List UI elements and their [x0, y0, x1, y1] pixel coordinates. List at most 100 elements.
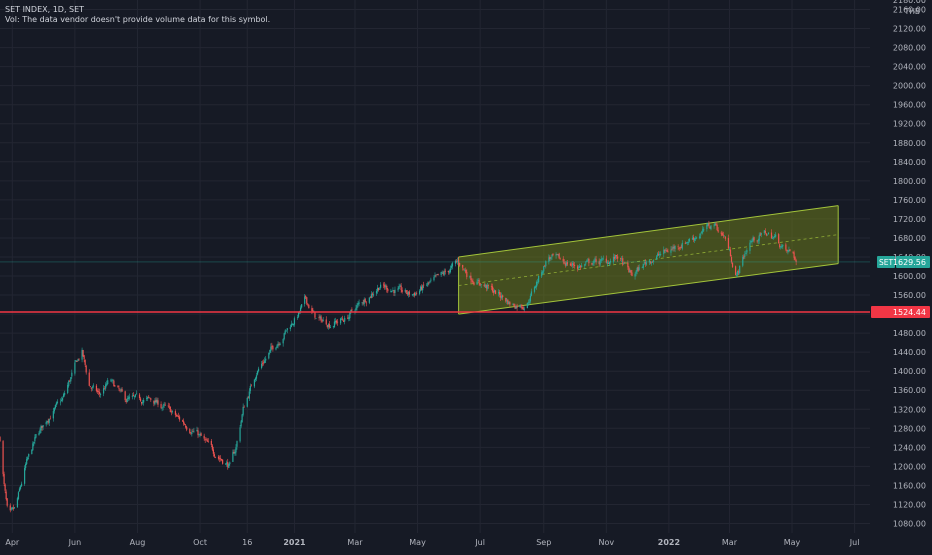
candle-body	[556, 254, 558, 255]
candle-body	[608, 262, 611, 265]
candle-body	[248, 391, 250, 399]
candle-body	[191, 431, 193, 434]
candle-body	[521, 306, 523, 308]
candle-body	[307, 303, 309, 305]
candle-body	[487, 284, 489, 286]
candle-body	[243, 406, 245, 408]
candle-body	[27, 457, 29, 460]
candle-body	[271, 345, 273, 347]
candle-body	[206, 439, 208, 442]
candle-body	[463, 268, 465, 270]
candle-body	[354, 310, 356, 312]
candle-body	[394, 289, 396, 293]
candle-body	[507, 299, 509, 305]
candle-body	[31, 449, 33, 455]
candle-body	[656, 256, 658, 260]
channel-midline	[458, 234, 839, 286]
candle-body	[335, 320, 338, 323]
candle-body	[775, 234, 777, 237]
candle-body	[275, 347, 277, 350]
y-tick-label: 1160.00	[893, 481, 926, 490]
candle-body	[227, 461, 229, 468]
candle-body	[516, 305, 518, 308]
candle-body	[659, 254, 661, 256]
candle-body	[404, 289, 406, 292]
candle-body	[788, 249, 790, 252]
candle-body	[268, 352, 270, 359]
candle-body	[469, 276, 471, 278]
candle-body	[408, 291, 410, 295]
candle-body	[658, 254, 660, 255]
candle-body	[361, 302, 363, 304]
candle-body	[205, 439, 207, 441]
candle-body	[584, 264, 586, 266]
symbol-badge-label: SET	[879, 258, 893, 267]
candle-body	[114, 385, 116, 387]
candle-body	[2, 441, 4, 474]
candle-body	[16, 498, 19, 508]
candle-body	[344, 317, 346, 322]
candle-body	[641, 267, 643, 269]
candle-body	[178, 416, 181, 420]
candle-body	[69, 380, 71, 382]
candle-body	[32, 443, 34, 451]
candle-body	[739, 265, 741, 274]
candle-body	[685, 242, 687, 244]
candle-body	[256, 370, 259, 375]
candle-body	[696, 237, 698, 239]
candle-body	[760, 233, 762, 235]
candle-body	[59, 401, 62, 403]
candle-body	[728, 249, 731, 250]
candle-body	[133, 395, 135, 397]
x-tick-label: Sep	[536, 538, 551, 547]
candle-body	[262, 362, 264, 364]
candle-body	[772, 237, 775, 238]
candle-body	[645, 262, 647, 265]
candle-body	[143, 399, 145, 403]
x-tick-label: Nov	[599, 538, 615, 547]
candle-body	[428, 281, 430, 283]
candle-body	[241, 414, 243, 423]
candle-body	[599, 260, 601, 265]
candle-body	[45, 422, 47, 425]
candle-body	[146, 398, 148, 400]
candle-body	[213, 454, 216, 457]
candle-body	[135, 393, 138, 395]
candle-body	[486, 285, 488, 289]
candle-body	[96, 390, 99, 392]
candle-body	[480, 284, 482, 286]
candle-body	[522, 307, 524, 310]
candle-body	[436, 274, 438, 275]
candle-body	[197, 430, 199, 436]
candle-body	[132, 394, 134, 396]
candle-body	[112, 379, 114, 381]
candle-body	[150, 398, 152, 400]
candle-body	[636, 267, 638, 272]
candle-body	[390, 291, 392, 293]
candle-body	[140, 402, 143, 404]
candle-body	[792, 251, 794, 253]
candle-body	[612, 256, 615, 262]
candle-body	[401, 289, 403, 292]
symbol-legend[interactable]: SET INDEX, 1D, SET	[5, 5, 85, 14]
candle-body	[357, 303, 359, 306]
candle-body	[91, 387, 93, 388]
parallel-channel[interactable]	[458, 205, 839, 315]
support-line[interactable]	[0, 261, 870, 313]
candle-body	[383, 284, 385, 286]
candle-body	[419, 290, 421, 294]
candle-body	[717, 230, 719, 232]
candle-body	[118, 388, 120, 390]
candle-body	[778, 234, 780, 244]
candle-body	[340, 318, 342, 324]
candle-body	[441, 272, 443, 274]
last-price-badge	[896, 255, 930, 268]
candle-body	[766, 234, 769, 236]
candle-body	[25, 463, 27, 469]
candle-body	[542, 271, 544, 273]
candle-body	[174, 411, 177, 415]
y-tick-label: 1400.00	[893, 367, 926, 376]
candle-body	[110, 380, 112, 382]
